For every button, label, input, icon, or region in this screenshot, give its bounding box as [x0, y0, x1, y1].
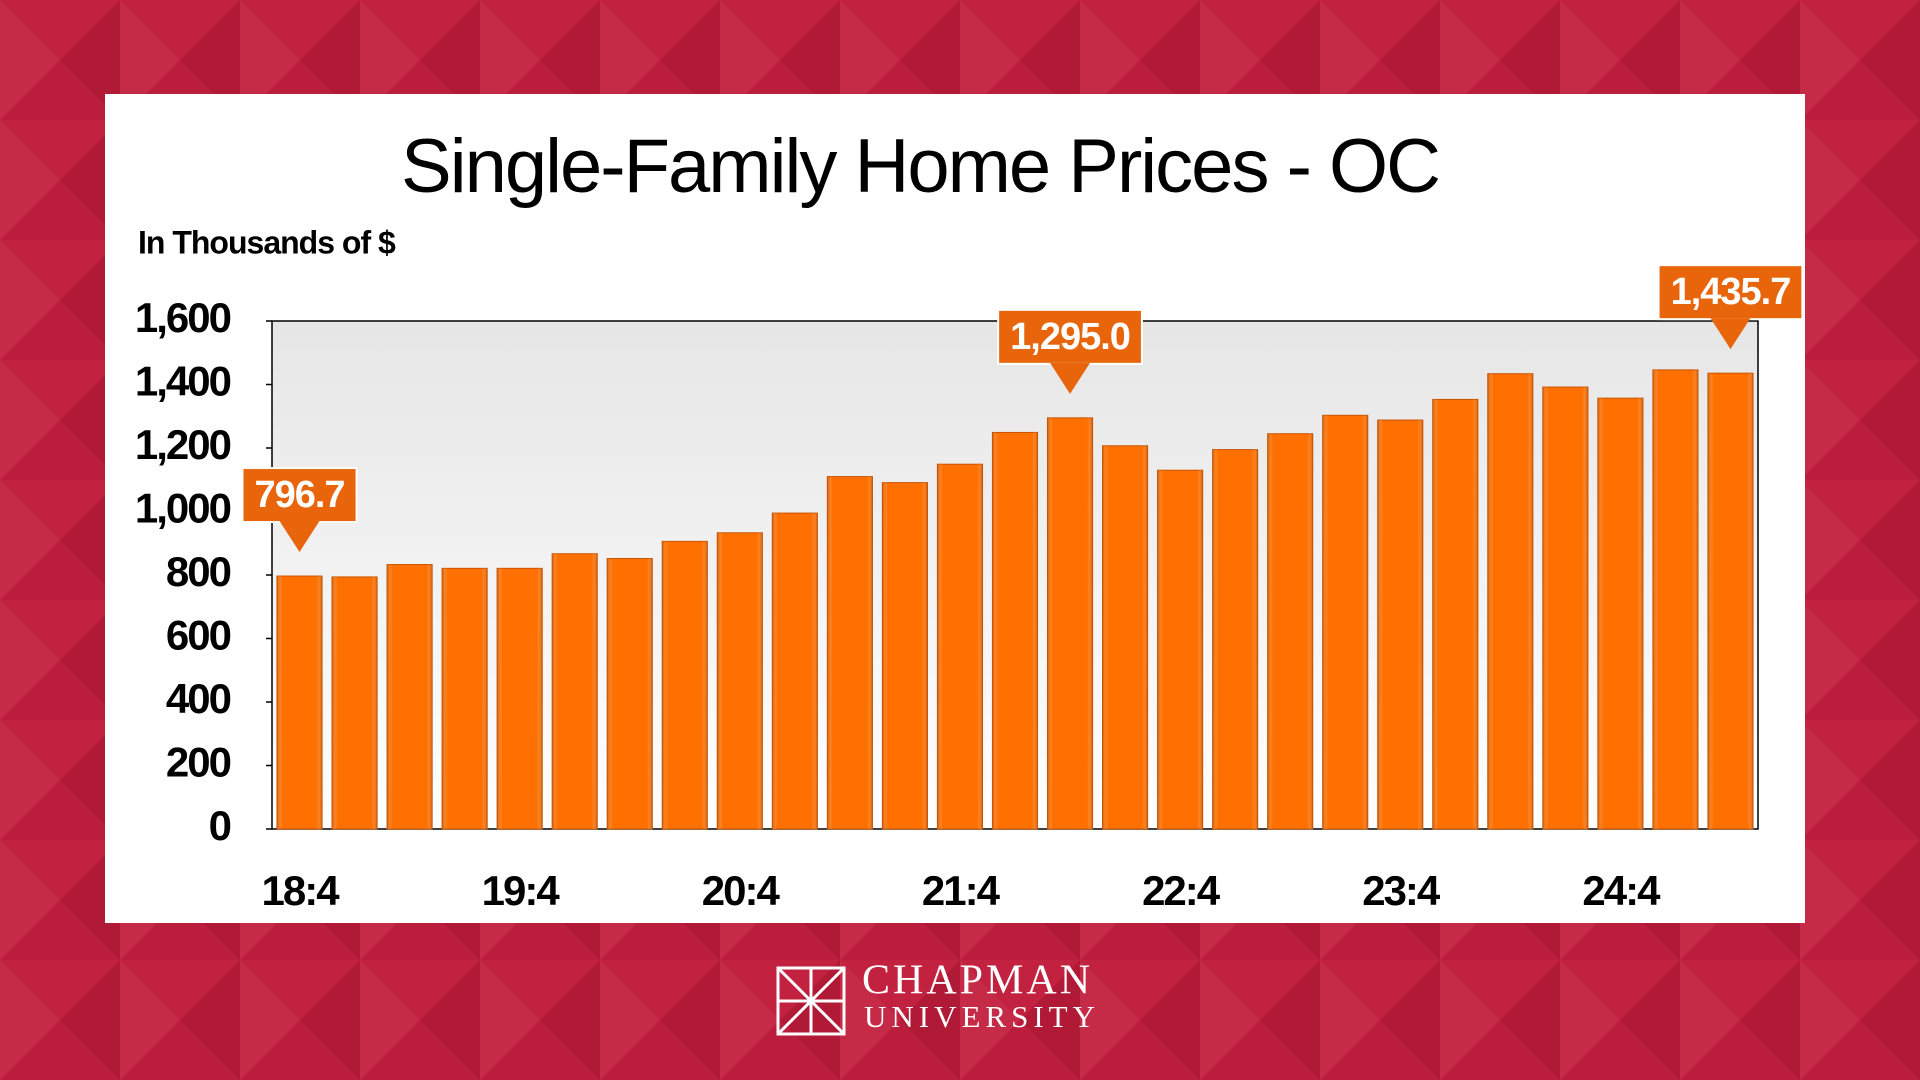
bar: [496, 567, 543, 830]
callout: 1,295.0: [997, 308, 1143, 394]
y-tick-label: 0: [209, 802, 231, 849]
bar: [1377, 419, 1424, 830]
y-tick-label: 400: [166, 675, 231, 722]
y-tick-label: 1,400: [135, 358, 231, 405]
plot: 0 200 400 600 800 1,000 1,200 1,400 1,600 18:4 796…: [135, 264, 1804, 914]
bar: [606, 557, 653, 830]
callout: 1,435.7: [1657, 264, 1804, 350]
bar: [386, 564, 433, 830]
bar: [881, 482, 928, 830]
bar: [771, 512, 818, 830]
bar: [331, 576, 378, 830]
bar: [1157, 469, 1204, 830]
bar: [276, 575, 323, 830]
bar: [661, 540, 708, 830]
value-label: 796.7: [254, 474, 344, 516]
x-tick-label: 24:4: [1582, 867, 1661, 914]
bar: [1102, 445, 1149, 830]
bar: [551, 553, 598, 830]
x-tick-label: 23:4: [1362, 867, 1441, 914]
logo-name: CHAPMAN: [862, 958, 1093, 1004]
callout-box: [1657, 264, 1804, 321]
bar: [1542, 386, 1589, 830]
chart-title: Single-Family Home Prices - OC: [401, 124, 1439, 209]
bar: [936, 463, 984, 830]
y-tick-label: 1,200: [135, 421, 231, 468]
logo: CHAPMAN UNIVERSITY: [776, 958, 1100, 1036]
bar: [1432, 398, 1479, 830]
bar: [1707, 372, 1754, 830]
logo-sub: UNIVERSITY: [864, 999, 1100, 1034]
bar: [826, 476, 873, 830]
x-tick-label: 22:4: [1142, 867, 1221, 914]
y-tick-label: 800: [166, 548, 231, 595]
callout: 796.7: [241, 467, 358, 553]
y-tick-label: 600: [166, 612, 231, 659]
y-tick-label: 1,000: [135, 485, 231, 532]
bar: [1046, 417, 1094, 830]
callout-box: [241, 467, 358, 524]
y-tick-label: 200: [166, 739, 231, 786]
x-tick-label: 18:4: [261, 867, 340, 914]
logo-lines: [776, 966, 846, 1036]
bar: [441, 567, 488, 830]
bar: [1322, 414, 1369, 830]
y-axis-label: In Thousands of $: [138, 224, 396, 260]
bar: [991, 431, 1039, 830]
bar: [1212, 449, 1259, 830]
callout-arrow: [1050, 362, 1091, 394]
value-label: 1,295.0: [1010, 316, 1130, 358]
value-label: 1,435.7: [1671, 271, 1791, 313]
bar: [1597, 397, 1644, 830]
x-tick-label: 19:4: [482, 867, 561, 914]
bar: [1487, 373, 1534, 830]
bar: [1267, 433, 1314, 830]
x-tick-label: 20:4: [702, 867, 781, 914]
bar: [716, 532, 763, 830]
x-tick-label: 21:4: [922, 867, 1001, 914]
bar: [1652, 369, 1699, 830]
y-tick-label: 1,600: [135, 294, 231, 341]
callout-arrow: [1710, 318, 1751, 350]
callout-arrow: [279, 521, 320, 553]
